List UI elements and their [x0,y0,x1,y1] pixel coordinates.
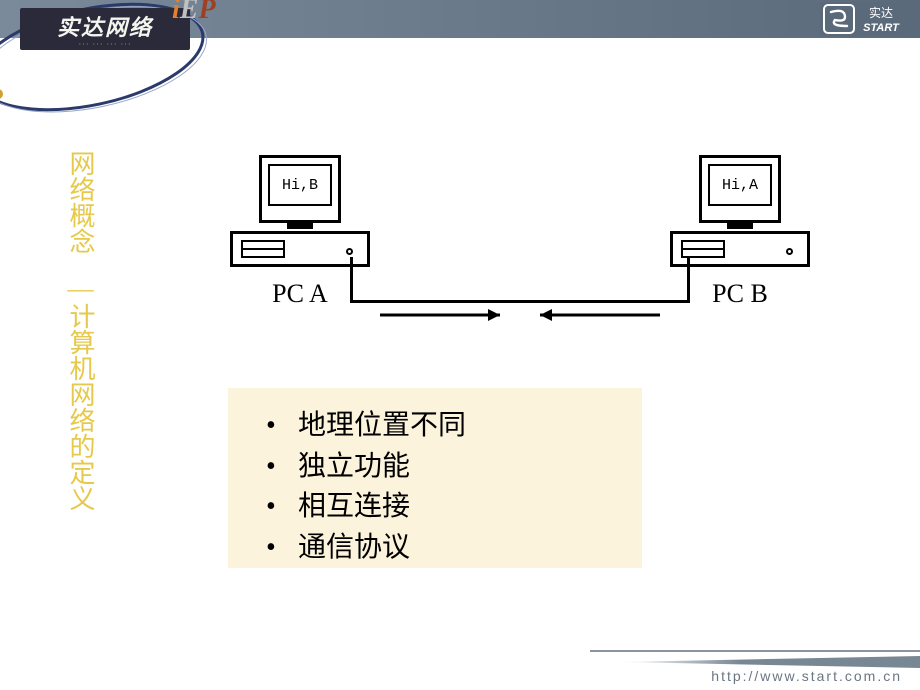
pc-a-label: PC A [230,279,370,309]
vertical-title-line2: —计算机网络的定义 [62,274,99,511]
pc-a-screen-text: Hi,B [268,164,332,206]
iep-p: P [198,0,215,25]
cable-arrows [350,305,690,325]
bullet-item: 通信协议 [248,528,622,569]
pc-b-label: PC B [670,279,810,309]
bullet-item: 地理位置不同 [248,406,622,447]
pc-b-tower [670,231,810,267]
bullets-list: 地理位置不同 独立功能 相互连接 通信协议 [248,406,622,568]
cable-line [350,300,690,303]
bullet-item: 相互连接 [248,487,622,528]
bullets-box: 地理位置不同 独立功能 相互连接 通信协议 [228,388,642,568]
cable-drop-right [687,257,690,303]
brand-cn: 实达 [869,5,893,20]
vertical-title-line1: 网络概念 [62,150,99,254]
pc-a: Hi,B PC A [230,155,370,309]
brand-logo-sub: ··· ··· ··· ··· [79,40,132,49]
pc-a-monitor: Hi,B [259,155,341,223]
brand-logo-text: 实达网络 [57,10,153,42]
pc-a-monitor-base [287,223,313,229]
pc-b-monitor: Hi,A [699,155,781,223]
pc-b: Hi,A PC B [670,155,810,309]
bullet-item: 独立功能 [248,447,622,488]
cable [350,267,690,303]
footer-wedge [620,656,920,668]
brand-logo-right: 实达 START [820,2,912,36]
iep-mark: iEP [172,0,216,26]
pc-b-screen-text: Hi,A [708,164,772,206]
brand-logo-left: 实达网络 ··· ··· ··· ··· [20,8,190,50]
iep-i: i [172,0,180,25]
pc-b-monitor-base [727,223,753,229]
footer-line [590,650,920,652]
network-diagram: Hi,B PC A Hi,A PC B [210,155,830,335]
iep-e: E [180,0,199,25]
vertical-title: 网络概念 —计算机网络的定义 [62,150,92,511]
footer: http://www.start.com.cn [0,634,920,684]
cable-drop-left [350,257,353,303]
footer-url: http://www.start.com.cn [711,668,902,684]
pc-a-tower [230,231,370,267]
brand-en: START [863,22,900,34]
